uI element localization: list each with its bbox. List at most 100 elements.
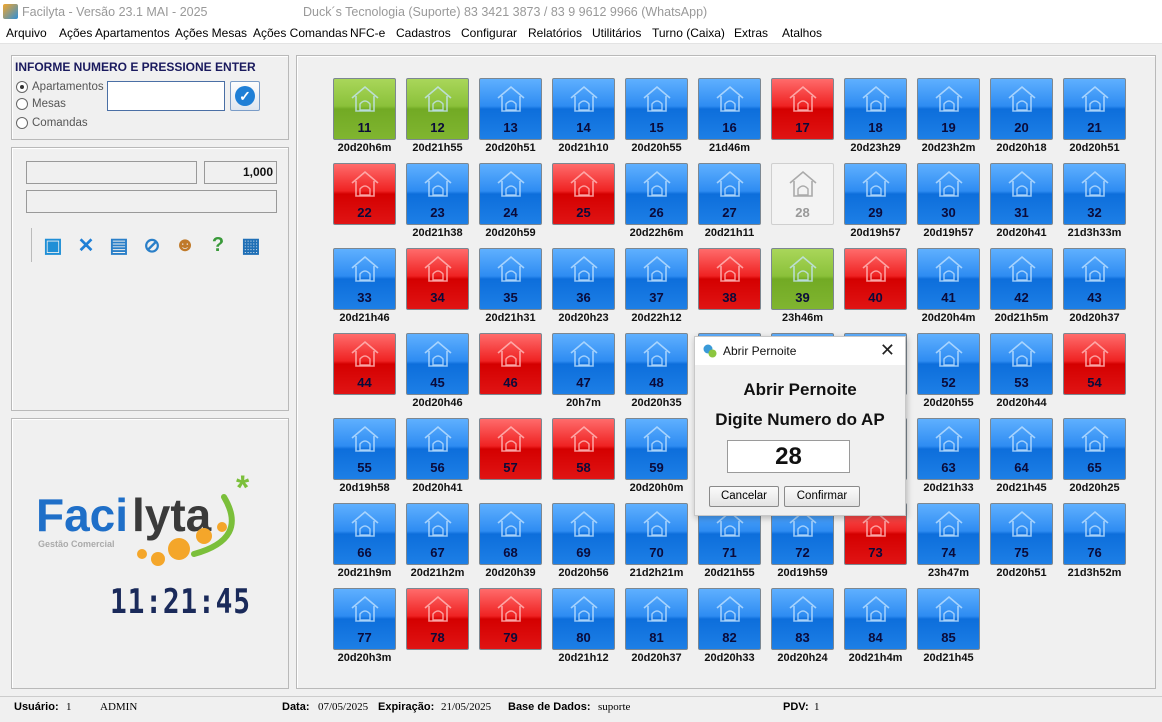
confirm-number-button[interactable]: ✓ [230, 81, 260, 111]
room-tile-70[interactable]: 70 [625, 503, 688, 565]
block-icon[interactable]: ⊘ [143, 234, 161, 257]
room-tile-65[interactable]: 65 [1063, 418, 1126, 480]
menu-item-10[interactable]: Extras [734, 26, 769, 40]
room-tile-66[interactable]: 66 [333, 503, 396, 565]
room-tile-45[interactable]: 45 [406, 333, 469, 395]
room-tile-38[interactable]: 38 [698, 248, 761, 310]
room-tile-28[interactable]: 28 [771, 163, 834, 225]
room-tile-57[interactable]: 57 [479, 418, 542, 480]
room-tile-25[interactable]: 25 [552, 163, 615, 225]
room-tile-67[interactable]: 67 [406, 503, 469, 565]
room-tile-42[interactable]: 42 [990, 248, 1053, 310]
room-tile-64[interactable]: 64 [990, 418, 1053, 480]
menu-item-4[interactable]: NFC-e [350, 26, 386, 40]
room-tile-41[interactable]: 41 [917, 248, 980, 310]
room-number: 16 [722, 120, 737, 135]
room-tile-79[interactable]: 79 [479, 588, 542, 650]
room-tile-69[interactable]: 69 [552, 503, 615, 565]
room-tile-84[interactable]: 84 [844, 588, 907, 650]
room-tile-16[interactable]: 16 [698, 78, 761, 140]
quantity-field[interactable]: 1,000 [204, 161, 277, 184]
room-tile-47[interactable]: 47 [552, 333, 615, 395]
menu-item-1[interactable]: Ações Apartamentos [59, 26, 170, 40]
room-tile-75[interactable]: 75 [990, 503, 1053, 565]
room-tile-54[interactable]: 54 [1063, 333, 1126, 395]
room-number: 77 [357, 630, 372, 645]
room-tile-52[interactable]: 52 [917, 333, 980, 395]
radio-comandas[interactable]: Comandas [16, 116, 88, 130]
room-tile-83[interactable]: 83 [771, 588, 834, 650]
room-tile-40[interactable]: 40 [844, 248, 907, 310]
room-tile-58[interactable]: 58 [552, 418, 615, 480]
room-tile-24[interactable]: 24 [479, 163, 542, 225]
room-tile-21[interactable]: 21 [1063, 78, 1126, 140]
room-tile-63[interactable]: 63 [917, 418, 980, 480]
room-tile-18[interactable]: 18 [844, 78, 907, 140]
room-tile-82[interactable]: 82 [698, 588, 761, 650]
room-tile-15[interactable]: 15 [625, 78, 688, 140]
number-input[interactable] [107, 81, 225, 111]
room-tile-68[interactable]: 68 [479, 503, 542, 565]
room-tile-56[interactable]: 56 [406, 418, 469, 480]
room-tile-35[interactable]: 35 [479, 248, 542, 310]
radio-mesas[interactable]: Mesas [16, 97, 66, 111]
menu-item-0[interactable]: Arquivo [6, 26, 47, 40]
room-tile-22[interactable]: 22 [333, 163, 396, 225]
room-tile-78[interactable]: 78 [406, 588, 469, 650]
add-item-icon[interactable]: ▣ [43, 234, 63, 257]
menu-item-5[interactable]: Cadastros [396, 26, 451, 40]
room-tile-48[interactable]: 48 [625, 333, 688, 395]
ap-number-input[interactable]: 28 [727, 440, 850, 473]
room-tile-32[interactable]: 32 [1063, 163, 1126, 225]
room-tile-53[interactable]: 53 [990, 333, 1053, 395]
room-tile-19[interactable]: 19 [917, 78, 980, 140]
cancel-button[interactable]: Cancelar [709, 486, 779, 507]
room-tile-12[interactable]: 12 [406, 78, 469, 140]
room-tile-80[interactable]: 80 [552, 588, 615, 650]
room-tile-31[interactable]: 31 [990, 163, 1053, 225]
room-tile-26[interactable]: 26 [625, 163, 688, 225]
menu-item-3[interactable]: Ações Comandas [253, 26, 348, 40]
room-tile-76[interactable]: 76 [1063, 503, 1126, 565]
house-icon [643, 595, 671, 622]
menu-item-11[interactable]: Atalhos [782, 26, 823, 40]
room-tile-36[interactable]: 36 [552, 248, 615, 310]
room-tile-85[interactable]: 85 [917, 588, 980, 650]
room-tile-74[interactable]: 74 [917, 503, 980, 565]
cancel-icon[interactable]: ✕ [77, 234, 95, 257]
room-tile-59[interactable]: 59 [625, 418, 688, 480]
room-tile-14[interactable]: 14 [552, 78, 615, 140]
room-tile-11[interactable]: 11 [333, 78, 396, 140]
room-tile-55[interactable]: 55 [333, 418, 396, 480]
menu-item-6[interactable]: Configurar [461, 26, 518, 40]
room-tile-43[interactable]: 43 [1063, 248, 1126, 310]
room-tile-44[interactable]: 44 [333, 333, 396, 395]
menu-item-9[interactable]: Turno (Caixa) [652, 26, 725, 40]
receipt-icon[interactable]: ▤ [109, 234, 129, 257]
help-icon[interactable]: ? [211, 233, 225, 256]
confirm-button[interactable]: Confirmar [784, 486, 860, 507]
menu-item-7[interactable]: Relatórios [528, 26, 583, 40]
room-tile-46[interactable]: 46 [479, 333, 542, 395]
users-icon[interactable]: ☻ [174, 233, 196, 256]
room-tile-33[interactable]: 33 [333, 248, 396, 310]
close-icon[interactable]: ✕ [879, 340, 895, 360]
room-tile-39[interactable]: 39 [771, 248, 834, 310]
room-tile-20[interactable]: 20 [990, 78, 1053, 140]
room-tile-37[interactable]: 37 [625, 248, 688, 310]
product-field[interactable] [26, 161, 197, 184]
description-field[interactable] [26, 190, 277, 213]
room-tile-23[interactable]: 23 [406, 163, 469, 225]
radio-apartamentos[interactable]: Apartamentos [16, 80, 104, 94]
room-tile-81[interactable]: 81 [625, 588, 688, 650]
room-tile-77[interactable]: 77 [333, 588, 396, 650]
cashier-icon[interactable]: ▦ [241, 234, 261, 257]
menu-item-8[interactable]: Utilitários [592, 26, 642, 40]
menu-item-2[interactable]: Ações Mesas [175, 26, 248, 40]
room-tile-30[interactable]: 30 [917, 163, 980, 225]
room-tile-29[interactable]: 29 [844, 163, 907, 225]
room-tile-17[interactable]: 17 [771, 78, 834, 140]
room-tile-13[interactable]: 13 [479, 78, 542, 140]
room-tile-34[interactable]: 34 [406, 248, 469, 310]
room-tile-27[interactable]: 27 [698, 163, 761, 225]
